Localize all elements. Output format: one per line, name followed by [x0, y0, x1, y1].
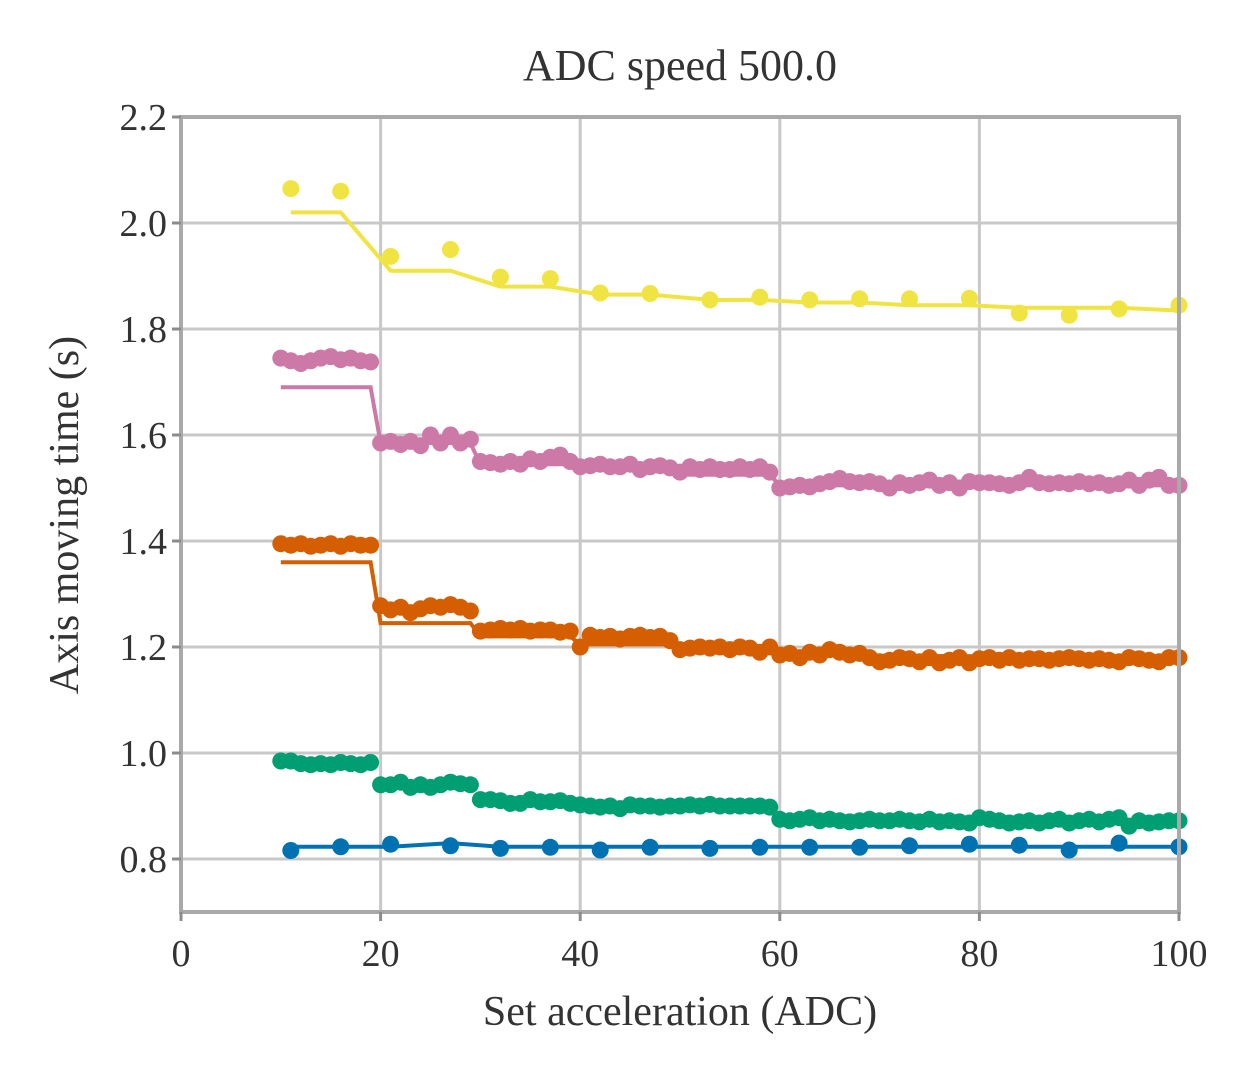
chart-title: ADC speed 500.0 [523, 41, 837, 90]
series-line [290, 841, 1179, 849]
y-tick-label: 1.8 [120, 309, 168, 351]
x-tick-label: 0 [172, 933, 191, 975]
series-3 [272, 535, 1188, 672]
data-point [461, 430, 479, 448]
x-tick-label: 100 [1151, 933, 1208, 975]
data-point [801, 291, 819, 309]
series-4 [272, 752, 1188, 835]
data-point [1110, 834, 1128, 852]
series-5 [282, 834, 1188, 859]
data-point [442, 241, 459, 258]
y-tick-label: 1.6 [120, 415, 168, 457]
data-point [751, 288, 769, 306]
data-point [701, 839, 719, 857]
y-axis-label: Axis moving time (s) [42, 336, 88, 694]
series-2 [272, 348, 1188, 497]
data-point [960, 835, 978, 853]
data-point [960, 289, 978, 307]
data-point [851, 290, 869, 308]
series-line [290, 210, 1180, 313]
x-tick-label: 20 [362, 933, 400, 975]
data-point [1010, 304, 1028, 322]
data-point [1010, 836, 1028, 854]
x-tick-label: 60 [761, 933, 799, 975]
data-point [701, 291, 719, 309]
series-layer [272, 180, 1188, 859]
y-tick-label: 1.2 [120, 627, 168, 669]
data-point [1060, 841, 1078, 859]
data-point [591, 284, 609, 302]
data-point [761, 463, 779, 481]
y-tick-label: 2.0 [120, 203, 168, 245]
data-point [412, 437, 429, 455]
data-point [382, 247, 400, 265]
data-point [461, 776, 479, 794]
data-point [362, 353, 380, 371]
data-point [362, 536, 380, 554]
data-point [851, 838, 869, 856]
data-point [591, 841, 609, 859]
data-point [332, 182, 350, 200]
plot-frame [179, 115, 1181, 914]
data-point [801, 838, 819, 856]
x-tick-label: 80 [960, 933, 998, 975]
series-1 [282, 180, 1188, 324]
y-tick-label: 1.0 [120, 733, 168, 775]
data-point [901, 290, 918, 308]
x-tick-label: 40 [561, 933, 599, 975]
y-tick-label: 0.8 [120, 839, 168, 881]
data-point [751, 838, 769, 856]
data-point [541, 838, 559, 856]
data-point [382, 835, 400, 853]
x-axis-label: Set acceleration (ADC) [483, 989, 877, 1035]
data-point [1060, 306, 1078, 324]
ticks: 0.8 1.0 1.2 1.4 1.6 1.8 2.0 2.2 0 20 40 60 80 100 [120, 97, 1208, 975]
y-tick-label: 1.4 [120, 521, 168, 563]
data-point [442, 837, 459, 855]
data-point [362, 754, 380, 771]
y-tick-label: 2.2 [120, 97, 168, 139]
data-point [282, 842, 300, 859]
data-point [541, 270, 559, 288]
grid [181, 115, 1179, 912]
data-point [1110, 300, 1128, 318]
data-point [461, 602, 479, 620]
data-point [491, 839, 509, 857]
data-point [571, 638, 589, 656]
data-point [761, 798, 779, 816]
data-point [641, 838, 659, 856]
data-point [561, 622, 579, 640]
data-point [641, 285, 659, 302]
data-point [282, 180, 300, 198]
data-point [491, 268, 509, 286]
data-point [332, 838, 350, 856]
data-point [901, 837, 918, 855]
